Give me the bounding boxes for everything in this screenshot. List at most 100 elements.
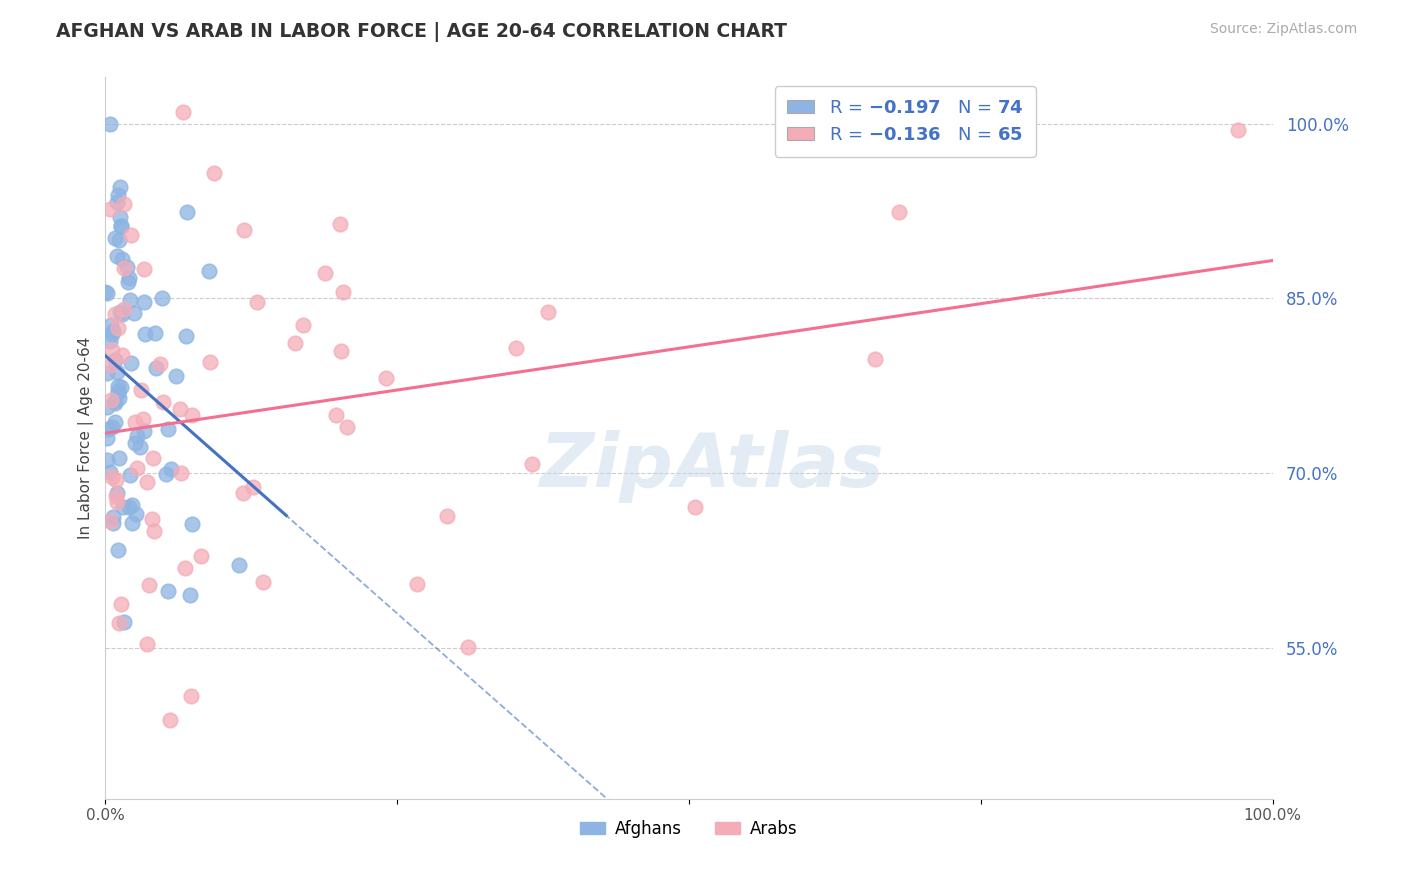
Point: [457, 640, 479, 655]
Point: [141, 512, 163, 526]
Point: [174, 328, 197, 343]
Point: [112, 301, 135, 316]
Point: [101, 324, 124, 338]
Point: [104, 396, 127, 410]
Point: [233, 223, 256, 237]
Point: [291, 318, 314, 332]
Point: [112, 197, 135, 211]
Point: [170, 467, 193, 481]
Point: [100, 358, 122, 372]
Point: [110, 219, 132, 233]
Point: [96, 366, 118, 380]
Point: [98, 117, 121, 131]
Point: [157, 422, 180, 436]
Text: AFGHAN VS ARAB IN LABOR FORCE | AGE 20-64 CORRELATION CHART: AFGHAN VS ARAB IN LABOR FORCE | AGE 20-6…: [56, 22, 787, 42]
Point: [190, 549, 212, 563]
Point: [136, 636, 159, 650]
Point: [522, 458, 544, 472]
Point: [111, 252, 134, 266]
Point: [136, 475, 159, 490]
Point: [94, 285, 117, 299]
Point: [180, 690, 202, 704]
Point: [173, 561, 195, 575]
Point: [120, 293, 142, 307]
Point: [127, 429, 149, 443]
Point: [101, 419, 124, 434]
Point: [252, 575, 274, 590]
Point: [101, 343, 124, 358]
Point: [117, 500, 139, 515]
Point: [242, 480, 264, 494]
Point: [100, 470, 122, 484]
Point: [111, 348, 134, 362]
Point: [129, 383, 152, 397]
Point: [1226, 123, 1249, 137]
Point: [110, 380, 132, 394]
Point: [330, 344, 353, 359]
Point: [328, 217, 350, 231]
Point: [134, 262, 156, 277]
Point: [134, 327, 156, 342]
Point: [405, 576, 427, 591]
Point: [108, 180, 131, 194]
Point: [375, 370, 398, 384]
Point: [112, 260, 135, 275]
Point: [865, 352, 887, 367]
Point: [150, 291, 173, 305]
Point: [108, 451, 131, 466]
Point: [105, 489, 128, 503]
Point: [108, 233, 131, 247]
Y-axis label: In Labor Force | Age 20-64: In Labor Force | Age 20-64: [79, 337, 94, 540]
Point: [104, 415, 127, 429]
Text: Source: ZipAtlas.com: Source: ZipAtlas.com: [1209, 22, 1357, 37]
Point: [132, 424, 155, 438]
Point: [103, 516, 125, 530]
Point: [107, 386, 129, 401]
Point: [103, 393, 125, 408]
Point: [314, 266, 336, 280]
Point: [537, 305, 560, 319]
Point: [131, 412, 153, 426]
Point: [105, 365, 128, 379]
Point: [117, 275, 139, 289]
Point: [96, 453, 118, 467]
Point: [110, 597, 132, 611]
Point: [143, 524, 166, 538]
Point: [96, 286, 118, 301]
Point: [101, 327, 124, 342]
Point: [104, 307, 127, 321]
Legend: R = $\mathbf{-0.197}$   N = $\mathbf{74}$, R = $\mathbf{-0.136}$   N = $\mathbf{: R = $\mathbf{-0.197}$ N = $\mathbf{74}$,…: [775, 87, 1036, 157]
Point: [107, 384, 129, 398]
Point: [202, 166, 225, 180]
Point: [181, 517, 204, 532]
Point: [104, 230, 127, 244]
Point: [100, 392, 122, 407]
Point: [120, 356, 142, 370]
Point: [284, 336, 307, 351]
Point: [159, 713, 181, 727]
Point: [108, 304, 131, 318]
Point: [97, 422, 120, 436]
Point: [683, 500, 706, 514]
Point: [152, 395, 174, 409]
Point: [107, 188, 129, 202]
Point: [105, 485, 128, 500]
Point: [149, 358, 172, 372]
Point: [232, 485, 254, 500]
Point: [122, 306, 145, 320]
Point: [100, 465, 122, 479]
Point: [169, 402, 191, 417]
Point: [98, 334, 121, 349]
Point: [143, 326, 166, 340]
Text: ZipAtlas: ZipAtlas: [540, 431, 884, 503]
Point: [108, 211, 131, 225]
Point: [332, 285, 354, 299]
Point: [105, 494, 128, 508]
Point: [112, 615, 135, 629]
Point: [159, 462, 181, 476]
Point: [176, 205, 198, 219]
Point: [111, 307, 134, 321]
Point: [107, 391, 129, 405]
Point: [124, 435, 146, 450]
Point: [138, 577, 160, 591]
